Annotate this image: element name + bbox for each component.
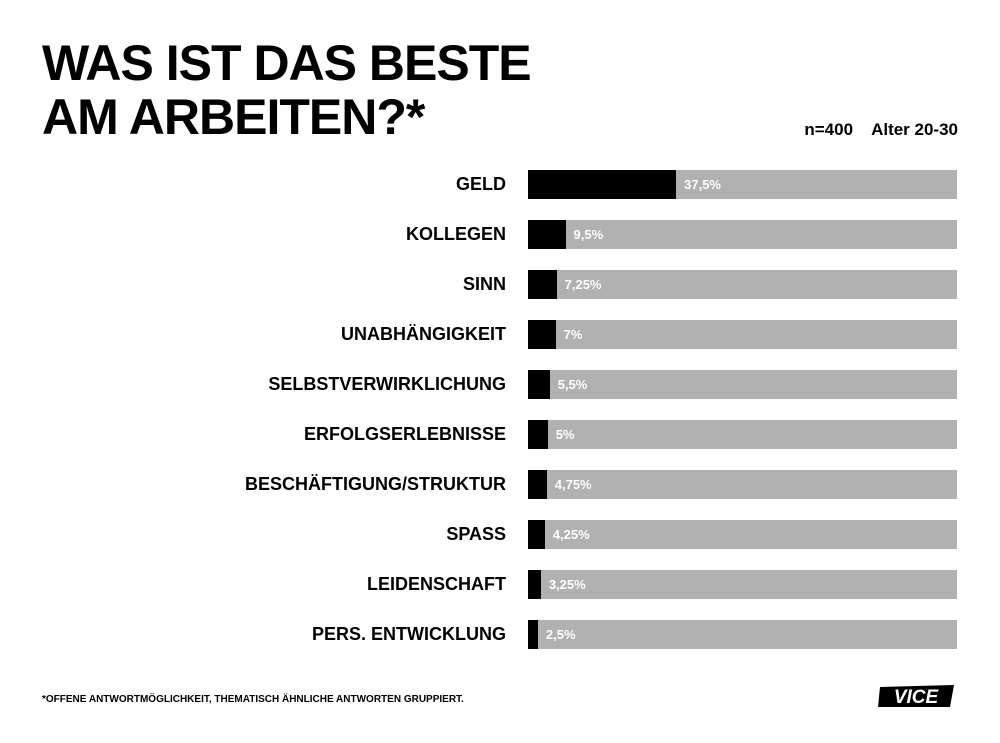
bar-track: 4,25% [528, 520, 957, 549]
age-range: Alter 20-30 [871, 120, 958, 139]
category-label: SPASS [446, 524, 506, 544]
value-label: 37,5% [684, 177, 721, 192]
bar-row: ERFOLGSERLEBNISSE 5% [0, 420, 1000, 449]
category-label: ERFOLGSERLEBNISSE [303, 424, 506, 444]
bar-row: KOLLEGEN 9,5% [0, 220, 1000, 249]
bar-fill [528, 570, 541, 599]
category-label: GELD [455, 174, 506, 194]
sample-info: n=400 Alter 20-30 [804, 120, 958, 140]
bar-row: GELD 37,5% [0, 170, 1000, 199]
title-line: AM ARBEITEN?* [42, 89, 425, 145]
footnote: *OFFENE ANTWORTMÖGLICHKEIT, THEMATISCH Ä… [42, 694, 464, 705]
logo-outline [878, 685, 954, 707]
bar-fill [528, 320, 556, 349]
bar-fill [528, 520, 545, 549]
vice-logo: VICE [876, 682, 958, 715]
value-label: 5% [555, 427, 575, 442]
category-label: SELBSTVERWIRKLICHUNG [268, 374, 506, 394]
bar-track: 37,5% [528, 170, 957, 199]
value-label: 4,25% [552, 527, 590, 542]
bar-fill [528, 270, 557, 299]
bar-fill [528, 620, 538, 649]
bar-row: BESCHÄFTIGUNG/STRUKTUR 4,75% [0, 470, 1000, 499]
chart-title: WAS IST DAS BESTE AM ARBEITEN?* [42, 35, 532, 145]
bar-row: UNABHÄNGIGKEIT 7% [0, 320, 1000, 349]
value-label: 5,5% [557, 377, 588, 392]
bar-track: 2,5% [528, 620, 957, 649]
bar-fill [528, 370, 550, 399]
bar-track: 9,5% [528, 220, 957, 249]
bar-row: SINN 7,25% [0, 270, 1000, 299]
sample-size: n=400 [804, 120, 854, 139]
category-label: PERS. ENTWICKLUNG [311, 624, 506, 644]
value-label: 2,5% [545, 627, 576, 642]
value-label: 7% [563, 327, 583, 342]
bar-track: 3,25% [528, 570, 957, 599]
bar-fill [528, 470, 547, 499]
logo-text: VICE [894, 687, 940, 708]
category-label: BESCHÄFTIGUNG/STRUKTUR [245, 474, 506, 494]
category-label: SINN [462, 274, 506, 294]
category-label: KOLLEGEN [405, 224, 506, 244]
bar-fill [528, 220, 566, 249]
value-label: 7,25% [564, 277, 602, 292]
bar-track: 7% [528, 320, 957, 349]
bar-track: 4,75% [528, 470, 957, 499]
value-label: 9,5% [573, 227, 604, 242]
bar-track: 7,25% [528, 270, 957, 299]
bar-row: LEIDENSCHAFT 3,25% [0, 570, 1000, 599]
bar-fill [528, 420, 548, 449]
value-label: 4,75% [554, 477, 592, 492]
bar-row: SPASS 4,25% [0, 520, 1000, 549]
category-label: UNABHÄNGIGKEIT [341, 324, 506, 344]
value-label: 3,25% [548, 577, 586, 592]
bar-row: SELBSTVERWIRKLICHUNG 5,5% [0, 370, 1000, 399]
bar-fill [528, 170, 677, 199]
title-line: WAS IST DAS BESTE [42, 35, 532, 91]
bar-track: 5,5% [528, 370, 957, 399]
bar-row: PERS. ENTWICKLUNG 2,5% [0, 620, 1000, 649]
category-label: LEIDENSCHAFT [367, 574, 506, 594]
bar-track: 5% [528, 420, 957, 449]
